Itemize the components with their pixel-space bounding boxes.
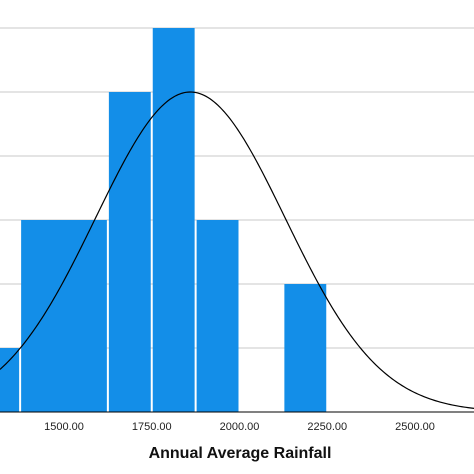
normal-curve [0, 91, 474, 409]
histogram-bar-2 [21, 220, 107, 412]
x-tick-label: 1750.00 [132, 421, 172, 433]
x-tick-label: 2500.00 [395, 421, 435, 433]
x-tick-labels: 1500.00 1750.00 2000.00 2250.00 2500.00 [44, 421, 435, 433]
histogram-bar-1 [0, 348, 20, 412]
histogram-bar-3 [108, 92, 151, 412]
histogram-bars [0, 28, 327, 412]
histogram-bar-6 [284, 284, 327, 412]
histogram-bar-5 [196, 220, 239, 412]
x-tick-label: 2250.00 [307, 421, 347, 433]
x-axis-label: Annual Average Rainfall [149, 445, 332, 462]
x-tick-label: 2000.00 [220, 421, 260, 433]
histogram-bar-4 [152, 28, 195, 412]
x-tick-label: 1500.00 [44, 421, 84, 433]
